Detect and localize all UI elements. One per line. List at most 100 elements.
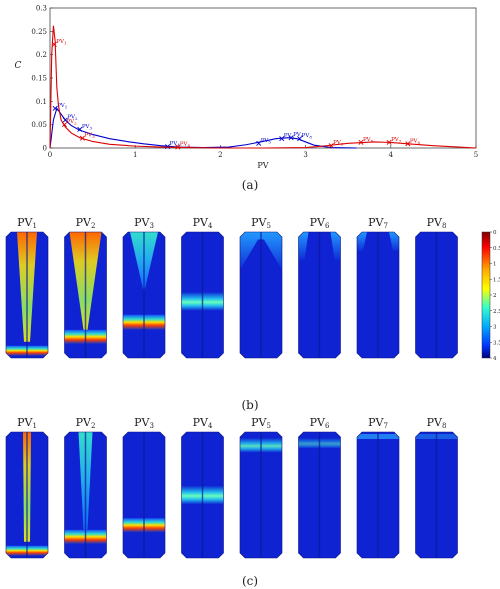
caption-b: (b) bbox=[241, 398, 259, 412]
marker-label: PV5 bbox=[333, 140, 344, 147]
caption-c: (c) bbox=[241, 574, 259, 588]
colorbar-tick-label: 4 bbox=[493, 356, 497, 362]
series-marker bbox=[165, 144, 171, 150]
field-map-c-pv2 bbox=[64, 432, 107, 558]
series-marker bbox=[51, 41, 57, 47]
panel-outline bbox=[181, 231, 224, 359]
caption-a: (a) bbox=[241, 178, 259, 192]
marker-label: PV8 bbox=[302, 133, 313, 140]
panel-label: PV8 bbox=[427, 216, 447, 230]
field-map-b-pv8 bbox=[415, 232, 458, 358]
x-tick-label: 3 bbox=[303, 151, 307, 159]
series-marker bbox=[358, 139, 364, 145]
colorbar-tick-label: 1.5 bbox=[493, 277, 500, 283]
panel-label: PV8 bbox=[427, 416, 447, 430]
marker-label: PV2 bbox=[67, 115, 78, 122]
x-tick-label: 5 bbox=[474, 151, 478, 159]
marker-label: PV3 bbox=[84, 133, 95, 140]
panel-outline bbox=[415, 431, 458, 559]
top-edge-left bbox=[357, 232, 367, 251]
panel-outline bbox=[64, 231, 107, 359]
y-tick-label: 0.3 bbox=[36, 5, 47, 13]
marker-label: PV7 bbox=[293, 132, 304, 139]
y-tick-label: 0 bbox=[43, 145, 47, 153]
field-map-b-pv4 bbox=[181, 232, 224, 358]
colorbar-tick-label: 0 bbox=[493, 230, 497, 236]
panel-label: PV4 bbox=[193, 416, 213, 430]
y-tick-label: 0.25 bbox=[31, 28, 47, 36]
panel-outline bbox=[356, 231, 400, 359]
panel-label: PV3 bbox=[134, 216, 154, 230]
panel-outline bbox=[122, 431, 166, 559]
marker-label: PV2 bbox=[66, 119, 77, 126]
x-tick-label: 0 bbox=[48, 151, 52, 159]
field-map-b-pv6 bbox=[298, 232, 341, 358]
panel-outline bbox=[239, 431, 283, 559]
line-plot-a: 0 1 2 3 4 500.050.10.150.20.250.3PVCPV1PV2PV3… bbox=[15, 5, 479, 171]
panel-outline bbox=[122, 231, 166, 359]
panel-label: PV7 bbox=[368, 416, 388, 430]
field-maps-c: PV1 PV2 PV3 PV4 PV5 PV6 PV7 PV8 bbox=[5, 416, 458, 559]
top-edge-right bbox=[330, 232, 341, 260]
colorbar-tick-label: 2.5 bbox=[493, 309, 500, 315]
series-marker bbox=[175, 144, 181, 150]
y-tick-label: 0.2 bbox=[36, 51, 47, 59]
panel-label: PV1 bbox=[17, 216, 37, 230]
panel-label: PV3 bbox=[134, 416, 154, 430]
field-map-c-pv6 bbox=[298, 432, 341, 558]
series-marker bbox=[405, 141, 411, 147]
marker-label: PV3 bbox=[82, 124, 93, 131]
panel-outline bbox=[415, 231, 458, 359]
panel-outline bbox=[64, 431, 107, 559]
panel-label: PV5 bbox=[251, 416, 271, 430]
marker-label: PV1 bbox=[56, 39, 66, 46]
plot-frame bbox=[49, 7, 477, 149]
panel-outline bbox=[356, 431, 400, 559]
colorbar-tick-label: 1 bbox=[493, 262, 497, 268]
field-map-b-pv2 bbox=[64, 232, 107, 358]
panel-label: PV6 bbox=[310, 216, 330, 230]
field-map-c-pv4 bbox=[181, 432, 224, 558]
top-edge-left bbox=[298, 232, 309, 260]
series-marker bbox=[297, 136, 303, 142]
panel-outline bbox=[239, 231, 283, 359]
y-axis-label: C bbox=[15, 61, 22, 71]
colorbar-tick-label: 2 bbox=[493, 293, 497, 299]
x-tick-label: 4 bbox=[389, 151, 394, 159]
x-tick-label: 1 bbox=[133, 151, 137, 159]
marker-label: PV7 bbox=[391, 137, 402, 144]
panel-label: PV1 bbox=[17, 416, 37, 430]
series-marker bbox=[52, 105, 58, 111]
panel-label: PV2 bbox=[76, 216, 96, 230]
field-map-c-pv1 bbox=[6, 432, 48, 558]
series-line bbox=[49, 25, 477, 149]
field-map-b-pv5 bbox=[240, 232, 282, 358]
panel-label: PV5 bbox=[251, 216, 271, 230]
field-map-c-pv5 bbox=[240, 432, 282, 558]
panel-outline bbox=[181, 431, 224, 559]
panel-label: PV6 bbox=[310, 416, 330, 430]
series-marker bbox=[328, 143, 334, 149]
y-tick-label: 0.1 bbox=[36, 98, 47, 106]
panel-label: PV7 bbox=[368, 216, 388, 230]
marker-label: PV6 bbox=[363, 137, 374, 144]
colorbar-tick-label: 3 bbox=[493, 325, 497, 331]
panel-outline bbox=[5, 431, 49, 559]
panel-outline bbox=[5, 231, 49, 359]
y-tick-label: 0.15 bbox=[31, 75, 47, 83]
series-marker bbox=[77, 126, 83, 132]
marker-label: PV5 bbox=[261, 138, 272, 145]
field-map-c-pv8 bbox=[415, 432, 458, 558]
marker-label: PV8 bbox=[410, 138, 421, 145]
colorbar-tick-label: 0.5 bbox=[493, 246, 500, 252]
panel-label: PV2 bbox=[76, 416, 96, 430]
panel-outline bbox=[298, 231, 341, 359]
top-edge-right bbox=[389, 232, 399, 251]
y-tick-label: 0.05 bbox=[31, 121, 47, 129]
x-axis-label: PV bbox=[257, 161, 268, 170]
series-marker bbox=[386, 139, 392, 145]
field-map-c-pv7 bbox=[357, 432, 399, 558]
marker-label: PV1 bbox=[57, 103, 67, 110]
colorbar-tick-label: 3.5 bbox=[493, 340, 500, 346]
marker-label: PV6 bbox=[284, 133, 295, 140]
